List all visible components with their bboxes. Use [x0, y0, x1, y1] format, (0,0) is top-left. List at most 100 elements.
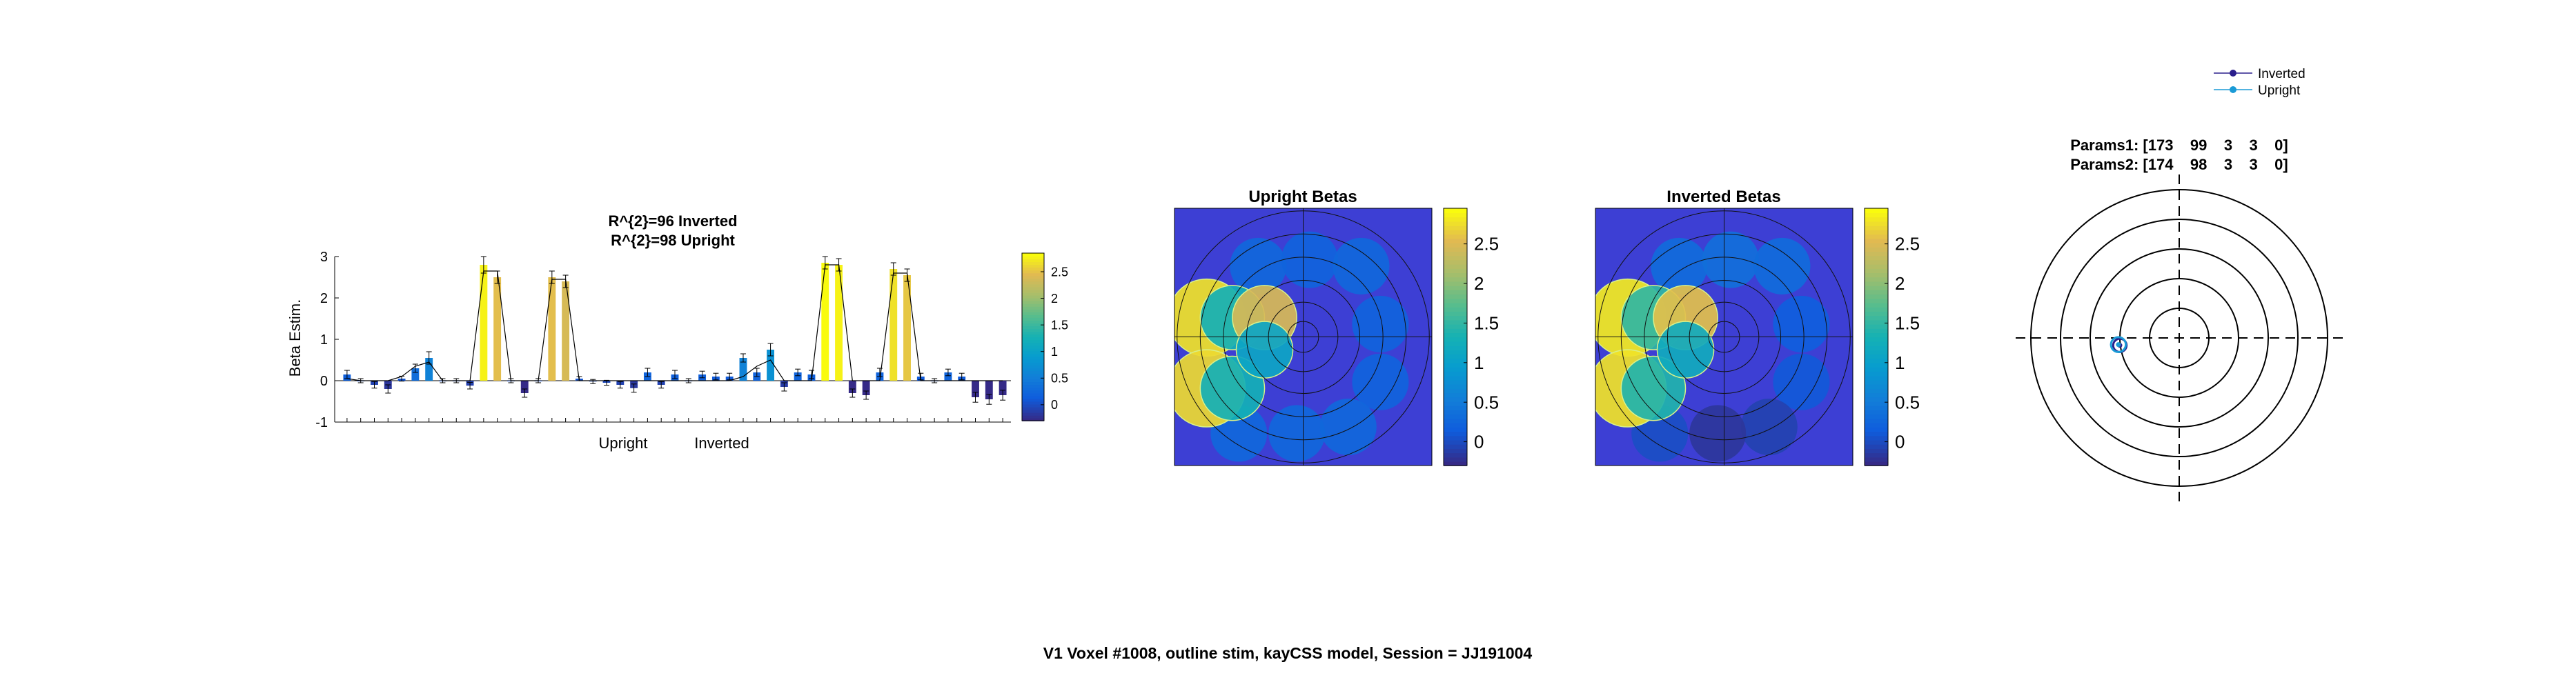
colorbar-tick-label: 0.5	[1895, 392, 1920, 412]
colorbar-segment	[1444, 383, 1467, 389]
colorbar-segment	[1022, 300, 1044, 304]
colorbar-segment	[1444, 358, 1467, 363]
colorbar-segment	[1865, 311, 1888, 317]
y-tick-label: 2	[320, 291, 328, 306]
colorbar-segment	[1444, 246, 1467, 252]
colorbar-segment	[1444, 217, 1467, 222]
colorbar-segment	[1022, 283, 1044, 288]
group-label-upright: Upright	[599, 434, 648, 452]
colorbar-segment	[1022, 275, 1044, 279]
colorbar-tick-label: 2	[1051, 292, 1058, 306]
colorbar-segment	[1444, 212, 1467, 218]
colorbar-segment	[1444, 332, 1467, 338]
inverted-betas-title: Inverted Betas	[1666, 188, 1780, 206]
colorbar-segment	[1022, 253, 1044, 257]
polar-ring	[2060, 219, 2299, 457]
beta-patch	[1235, 321, 1294, 379]
colorbar-segment	[1022, 256, 1044, 259]
colorbar-segment	[1865, 225, 1888, 230]
colorbar-segment	[1865, 328, 1888, 334]
colorbar-segment	[1865, 302, 1888, 308]
colorbar-segment	[1865, 251, 1888, 257]
colorbar-tick-label: 1.5	[1474, 313, 1499, 334]
colorbar-segment	[1865, 427, 1888, 432]
colorbar-segment	[1444, 298, 1467, 303]
colorbar-segment	[1444, 418, 1467, 423]
prf-legend: Inverted Upright	[2214, 67, 2305, 98]
colorbar-segment	[1022, 401, 1044, 405]
colorbar-segment	[1865, 350, 1888, 355]
colorbar-segment	[1444, 435, 1467, 441]
colorbar-segment	[1022, 270, 1044, 274]
colorbar-segment	[1022, 294, 1044, 299]
colorbar-segment	[1444, 427, 1467, 432]
colorbar-segment	[1022, 259, 1044, 262]
colorbar-segment	[1865, 208, 1888, 214]
colorbar-segment	[1444, 443, 1467, 449]
group-label-inverted: Inverted	[694, 434, 749, 452]
colorbar-segment	[1022, 320, 1044, 324]
bar	[794, 372, 802, 381]
colorbar-tick-label: 0.5	[1474, 392, 1499, 412]
beta-patch	[1333, 237, 1390, 294]
colorbar-segment	[1444, 328, 1467, 334]
colorbar-tick-label: 2	[1474, 273, 1484, 294]
colorbar-segment	[1022, 337, 1044, 341]
bar	[411, 368, 420, 381]
colorbar-segment	[1444, 281, 1467, 286]
colorbar-segment	[1865, 263, 1888, 269]
colorbar-segment	[1022, 297, 1044, 301]
colorbar-segment	[1022, 414, 1044, 419]
colorbar-segment	[1444, 397, 1467, 402]
colorbar-segment	[1444, 448, 1467, 454]
colorbar-segment	[1444, 208, 1467, 214]
colorbar-segment	[1865, 315, 1888, 321]
beta-patch	[1702, 231, 1759, 288]
colorbar-segment	[1444, 405, 1467, 410]
upright-betas-frame	[1174, 208, 1433, 466]
colorbar-tick-label: 2.5	[1474, 234, 1499, 254]
colorbar-segment	[1444, 392, 1467, 398]
beta-patch	[1352, 295, 1409, 352]
colorbar-segment	[1022, 286, 1044, 290]
colorbar-segment	[1865, 443, 1888, 449]
colorbar-segment	[1444, 255, 1467, 261]
bar-chart-panel: R^{2}=96 Inverted R^{2}=98 Upright Beta …	[286, 212, 1068, 452]
colorbar-segment	[1022, 342, 1044, 346]
colorbar-segment	[1444, 354, 1467, 359]
colorbar-segment	[1865, 234, 1888, 239]
params1-text: Params1: [173 99 3 3 0]	[2070, 137, 2288, 154]
colorbar-segment	[1444, 311, 1467, 317]
bar	[821, 263, 829, 381]
colorbar-segment	[1865, 358, 1888, 363]
colorbar-segment	[1022, 289, 1044, 293]
colorbar-segment	[1865, 285, 1888, 290]
bar	[972, 381, 979, 397]
colorbar-segment	[1865, 410, 1888, 415]
colorbar-segment	[1865, 230, 1888, 235]
colorbar-segment	[1022, 312, 1044, 315]
colorbar-segment	[1022, 379, 1044, 383]
upright-betas-colorbar: 0 0.5 1 1.5 2 2.5	[1443, 208, 1499, 466]
colorbar-segment	[1865, 242, 1888, 248]
colorbar-segment	[1022, 323, 1044, 327]
colorbar-segment	[1444, 401, 1467, 406]
colorbar-segment	[1865, 435, 1888, 441]
colorbar-segment	[1865, 371, 1888, 377]
beta-patch	[1740, 399, 1798, 456]
colorbar-segment	[1444, 422, 1467, 428]
colorbar-segment	[1865, 401, 1888, 406]
colorbar-segment	[1022, 406, 1044, 410]
y-tick-label: -1	[315, 415, 328, 430]
colorbar-segment	[1865, 457, 1888, 462]
bar	[944, 372, 952, 381]
beta-patch	[1656, 321, 1715, 379]
colorbar-segment	[1444, 431, 1467, 437]
colorbar-segment	[1444, 323, 1467, 329]
colorbar-segment	[1022, 334, 1044, 338]
colorbar-tick-label: 1	[1895, 352, 1905, 373]
colorbar-segment	[1865, 448, 1888, 454]
bar	[739, 358, 747, 381]
colorbar-segment	[1444, 225, 1467, 230]
